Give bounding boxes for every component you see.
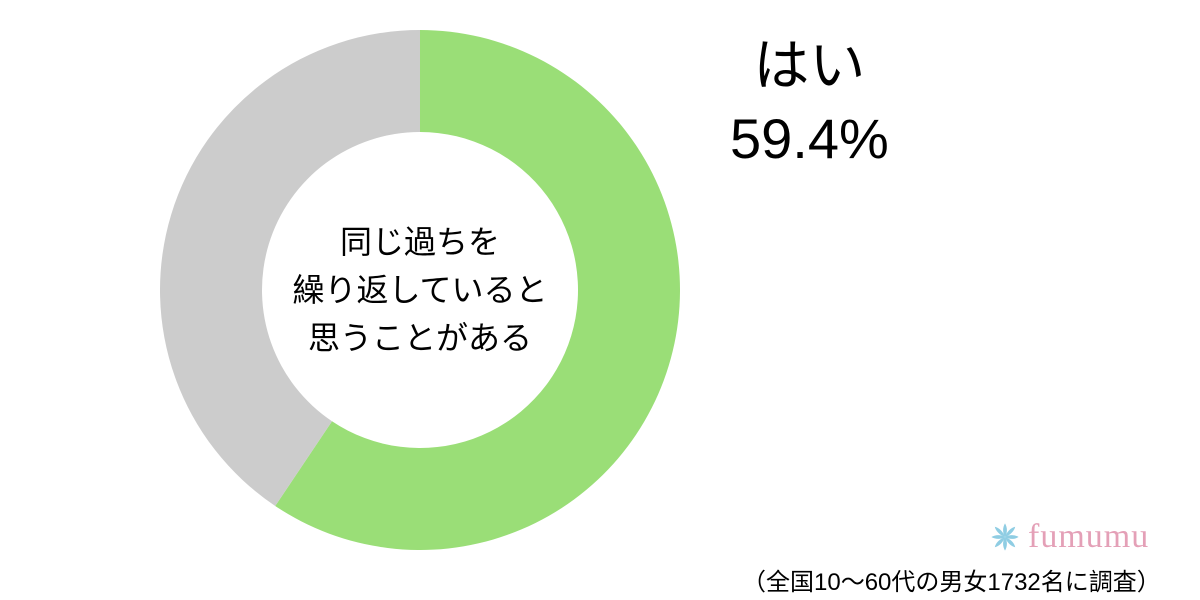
- value-label: はい 59.4%: [730, 30, 889, 176]
- brand-flower-icon: [988, 520, 1022, 554]
- donut-chart: 同じ過ちを 繰り返していると 思うことがある: [160, 30, 680, 550]
- footer-note: （全国10〜60代の男女1732名に調査）: [742, 562, 1161, 597]
- brand-text: fumumu: [1028, 518, 1149, 556]
- donut-center-label: 同じ過ちを 繰り返していると 思うことがある: [160, 30, 680, 550]
- brand-badge: fumumu: [988, 518, 1149, 556]
